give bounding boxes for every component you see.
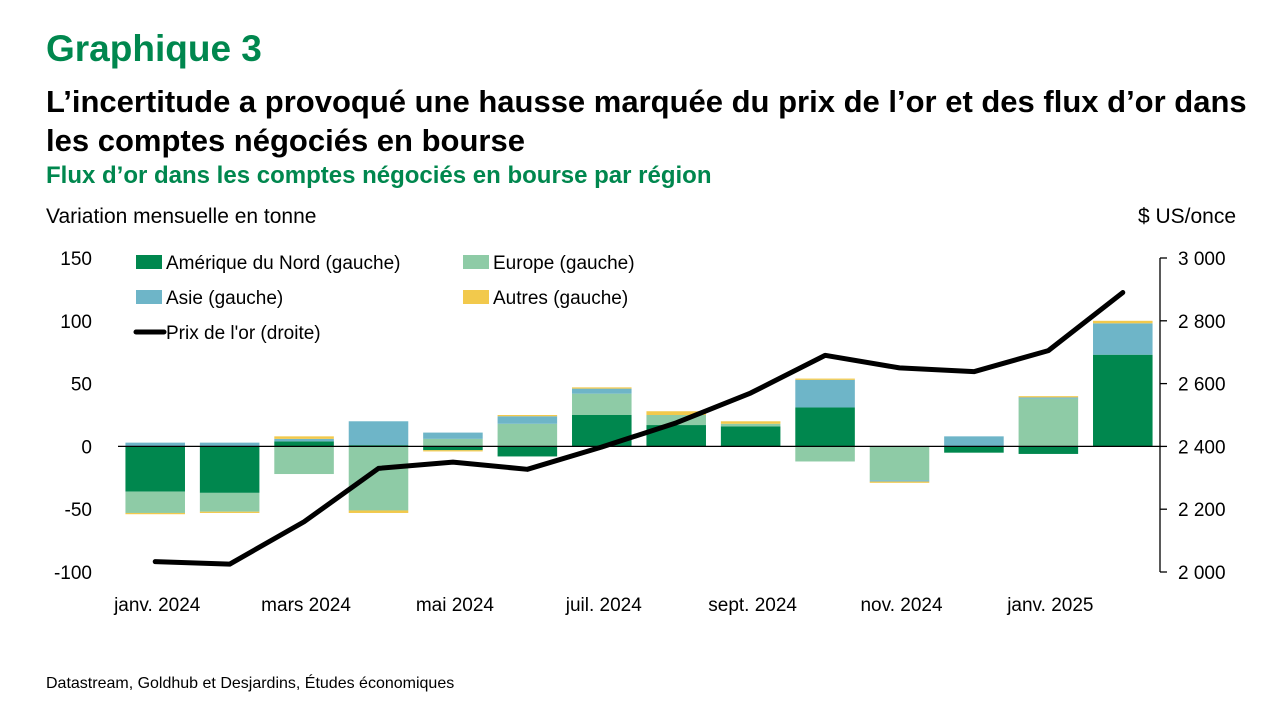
right-tick-label: 3 000: [1178, 249, 1226, 270]
x-tick-label: sept. 2024: [708, 595, 797, 616]
chart-subtitle: Flux d’or dans les comptes négociés en b…: [46, 162, 712, 189]
bar-amerique-du-nord-gauche-fevr-2025: [1093, 354, 1153, 447]
legend-swatch-amerique-du-nord-gauche: [136, 255, 162, 269]
x-tick-label: nov. 2024: [860, 595, 942, 616]
bar-europe-gauche-sept-2024: [720, 423, 781, 427]
bar-amerique-du-nord-gauche-fevr-2024: [199, 446, 260, 493]
bar-europe-gauche-aout-2024: [646, 415, 706, 426]
x-tick-label: janv. 2025: [1006, 595, 1093, 616]
bar-asie-gauche-janv-2024: [125, 442, 185, 447]
bar-europe-gauche-janv-2024: [125, 491, 185, 513]
bar-asie-gauche-fevr-2025: [1093, 323, 1153, 355]
right-axis-unit: $ US/once: [1137, 205, 1236, 228]
bar-asie-gauche-avr-2024: [348, 421, 409, 446]
legend-swatch-autres-gauche: [463, 290, 489, 304]
bar-autres-gauche-avr-2024: [348, 510, 409, 513]
legend-swatch-asie-gauche: [136, 290, 162, 304]
right-tick-label: 2 400: [1178, 437, 1226, 458]
chart-title: L’incertitude a provoqué une hausse marq…: [46, 84, 1247, 158]
left-tick-label: 0: [81, 437, 92, 458]
chart-number: Graphique 3: [46, 28, 262, 69]
bar-amerique-du-nord-gauche-dec-2024: [944, 446, 1004, 453]
legend-label-asie-gauche: Asie (gauche): [166, 288, 283, 309]
bar-amerique-du-nord-gauche-aout-2024: [646, 425, 706, 447]
left-tick-label: 50: [71, 375, 92, 396]
bar-asie-gauche-dec-2024: [944, 436, 1004, 447]
bar-autres-gauche-nov-2024: [869, 481, 930, 483]
bar-autres-gauche-fevr-2025: [1093, 320, 1153, 324]
left-axis-unit: Variation mensuelle en tonne: [46, 205, 317, 228]
right-tick-label: 2 200: [1178, 500, 1226, 521]
bar-autres-gauche-janv-2024: [125, 512, 185, 515]
bar-europe-gauche-oct-2024: [795, 446, 855, 462]
bar-autres-gauche-fevr-2024: [199, 511, 260, 513]
left-tick-label: 100: [60, 312, 92, 333]
bar-europe-gauche-janv-2025: [1018, 398, 1079, 447]
right-tick-label: 2 600: [1178, 375, 1226, 396]
axes-layer: -100 -50 0 50 100 150 2 000 2 200 2 400 2 600 2 80…: [54, 249, 1226, 616]
right-tick-label: 2 000: [1178, 563, 1226, 584]
source-note: Datastream, Goldhub et Desjardins, Étude…: [46, 675, 455, 692]
bar-asie-gauche-mars-2024: [274, 438, 334, 442]
bar-europe-gauche-avr-2024: [348, 446, 409, 511]
left-tick-label: -50: [65, 500, 92, 521]
x-tick-label: janv. 2024: [113, 595, 201, 616]
bars-layer: [125, 320, 1153, 515]
bar-autres-gauche-oct-2024: [795, 378, 855, 380]
price-line-layer: [152, 290, 1126, 567]
x-tick-label: mai 2024: [416, 595, 495, 616]
x-tick-label: juil. 2024: [565, 595, 642, 616]
bar-autres-gauche-juin-2024: [497, 415, 558, 417]
legend-label-autres-gauche: Autres (gauche): [493, 288, 628, 309]
line-prix-de-l-or-droite: [152, 290, 1126, 567]
left-tick-label: 150: [60, 249, 92, 270]
bar-asie-gauche-oct-2024: [795, 379, 855, 408]
bar-asie-gauche-mai-2024: [423, 432, 483, 439]
legend-swatch-europe-gauche: [463, 255, 489, 269]
bar-europe-gauche-juin-2024: [497, 423, 558, 447]
bar-amerique-du-nord-gauche-sept-2024: [720, 426, 781, 447]
bar-amerique-du-nord-gauche-mars-2024: [274, 441, 334, 447]
bar-autres-gauche-janv-2025: [1018, 396, 1079, 398]
bar-amerique-du-nord-gauche-oct-2024: [795, 407, 855, 447]
legend-label-europe-gauche: Europe (gauche): [493, 253, 635, 274]
bar-amerique-du-nord-gauche-janv-2024: [125, 446, 185, 492]
bar-europe-gauche-mars-2024: [274, 446, 334, 475]
bar-autres-gauche-sept-2024: [720, 421, 781, 424]
bar-asie-gauche-juil-2024: [572, 388, 632, 394]
left-tick-label: -100: [54, 563, 92, 584]
bar-asie-gauche-janv-2025: [1018, 397, 1079, 399]
bar-europe-gauche-nov-2024: [869, 446, 930, 481]
bar-asie-gauche-nov-2024: [869, 480, 930, 482]
bar-amerique-du-nord-gauche-mai-2024: [423, 446, 483, 451]
legend-label-prix-de-l-or-droite: Prix de l'or (droite): [166, 323, 321, 344]
bar-europe-gauche-mai-2024: [423, 438, 483, 447]
bar-amerique-du-nord-gauche-juin-2024: [497, 446, 558, 457]
bar-autres-gauche-juil-2024: [572, 387, 632, 389]
x-tick-label: mars 2024: [261, 595, 351, 616]
bar-europe-gauche-fevr-2024: [199, 492, 260, 512]
bar-asie-gauche-juin-2024: [497, 416, 558, 424]
bar-autres-gauche-mars-2024: [274, 436, 334, 439]
bar-amerique-du-nord-gauche-janv-2025: [1018, 446, 1079, 454]
legend-label-amerique-du-nord-gauche: Amérique du Nord (gauche): [166, 253, 400, 274]
bar-autres-gauche-mai-2024: [423, 450, 483, 452]
bar-asie-gauche-fevr-2024: [199, 442, 260, 447]
legend: Amérique du Nord (gauche) Europe (gauche)…: [133, 253, 635, 344]
bar-autres-gauche-aout-2024: [646, 411, 706, 415]
right-tick-label: 2 800: [1178, 312, 1226, 333]
bar-europe-gauche-juil-2024: [572, 393, 632, 415]
